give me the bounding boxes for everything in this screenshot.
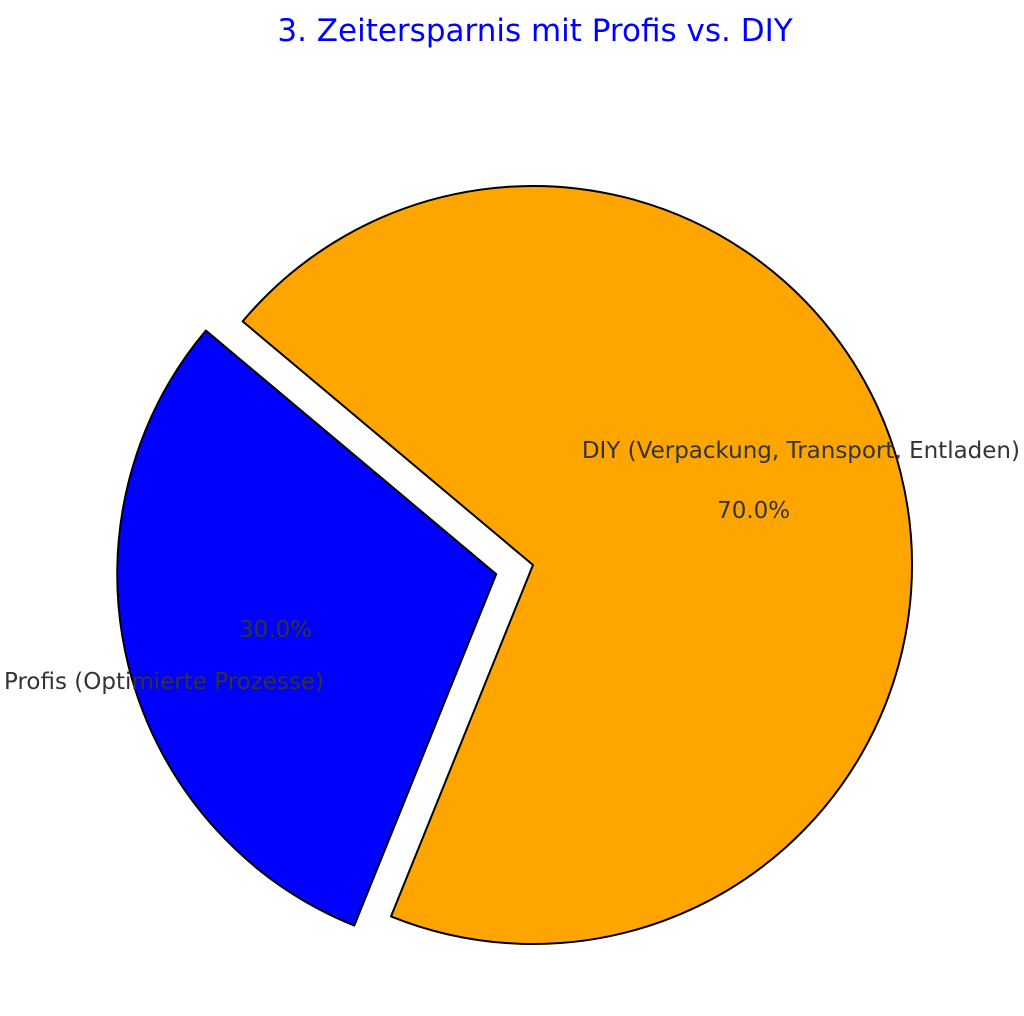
pie-slice-2 <box>241 185 913 945</box>
pie-slice-2-label: DIY (Verpackung, Transport, Entladen) <box>582 438 1020 464</box>
pie-slice-1-percent: 30.0% <box>239 617 312 643</box>
chart-title: 3. Zeitersparnis mit Profis vs. DIY <box>277 13 792 49</box>
pie-wedges <box>116 185 913 945</box>
pie-labels: 30.0% Profis (Optimierte Prozesse) 70.0% DI… <box>4 438 1020 695</box>
pie-slice-2-percent: 70.0% <box>717 498 790 524</box>
pie-slice-1-label: Profis (Optimierte Prozesse) <box>4 669 324 695</box>
pie-slice-1 <box>116 329 498 927</box>
